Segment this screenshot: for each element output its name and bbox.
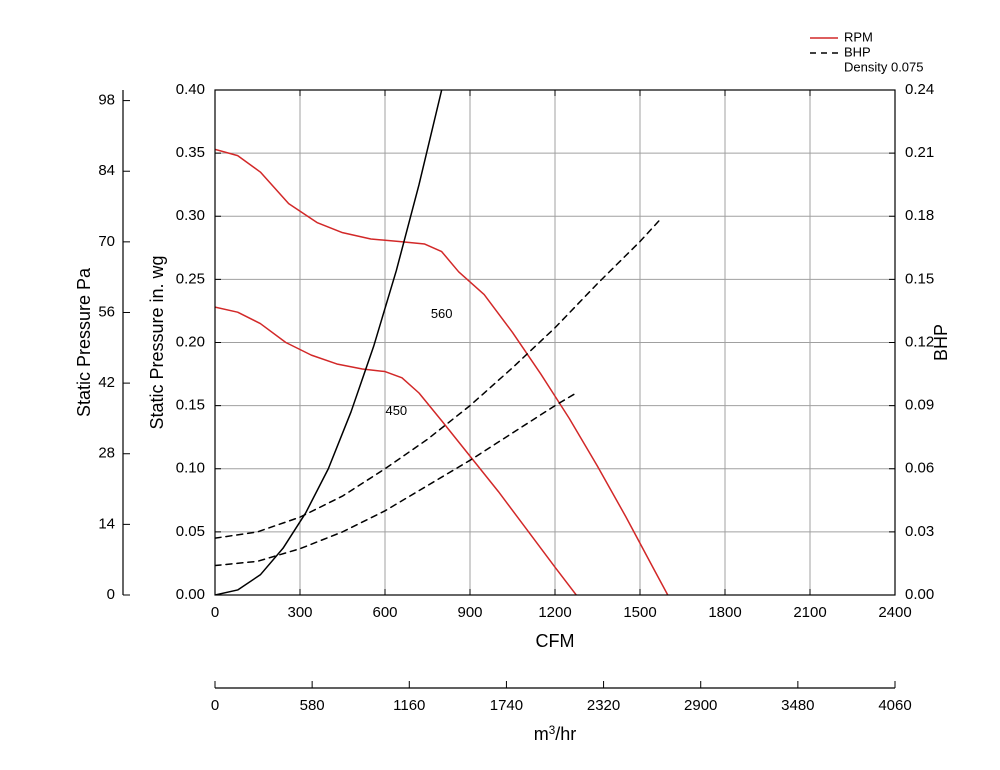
pa-title: Static Pressure Pa xyxy=(74,267,94,417)
m3hr-title: m3/hr xyxy=(534,724,577,745)
x-cfm-tick-label: 600 xyxy=(372,604,397,621)
x-cfm-tick-label: 1500 xyxy=(623,604,656,621)
y-bhp-tick-label: 0.21 xyxy=(905,144,934,161)
y-bhp-tick-label: 0.24 xyxy=(905,81,934,98)
m3hr-tick-label: 2320 xyxy=(587,697,620,714)
legend-label: RPM xyxy=(844,29,873,44)
y-inwg-tick-label: 0.20 xyxy=(176,333,205,350)
x-cfm-tick-label: 2100 xyxy=(793,604,826,621)
y-inwg-title: Static Pressure in. wg xyxy=(147,255,167,429)
m3hr-tick-label: 2900 xyxy=(684,697,717,714)
y-bhp-tick-label: 0.06 xyxy=(905,460,934,477)
pa-tick-label: 84 xyxy=(98,162,115,179)
y-bhp-tick-label: 0.03 xyxy=(905,523,934,540)
pa-tick-label: 70 xyxy=(98,233,115,250)
chart-stage: 560450030060090012001500180021002400CFM0… xyxy=(0,0,1000,770)
y-bhp-tick-label: 0.15 xyxy=(905,270,934,287)
y-bhp-tick-label: 0.00 xyxy=(905,586,934,603)
y-inwg-tick-label: 0.05 xyxy=(176,523,205,540)
y-inwg-tick-label: 0.40 xyxy=(176,81,205,98)
pa-tick-label: 0 xyxy=(107,586,115,603)
y-bhp-tick-label: 0.18 xyxy=(905,207,934,224)
y-inwg-tick-label: 0.30 xyxy=(176,207,205,224)
y-bhp-tick-label: 0.09 xyxy=(905,397,934,414)
y-inwg-tick-label: 0.35 xyxy=(176,144,205,161)
annotation-rpm-450: 450 xyxy=(385,403,407,418)
x-cfm-title: CFM xyxy=(536,631,575,651)
m3hr-tick-label: 3480 xyxy=(781,697,814,714)
pa-tick-label: 14 xyxy=(98,515,115,532)
x-cfm-tick-label: 0 xyxy=(211,604,219,621)
m3hr-tick-label: 0 xyxy=(211,697,219,714)
x-cfm-tick-label: 2400 xyxy=(878,604,911,621)
x-cfm-tick-label: 300 xyxy=(287,604,312,621)
pa-tick-label: 98 xyxy=(98,92,115,109)
annotation-rpm-560: 560 xyxy=(431,306,453,321)
y-inwg-tick-label: 0.15 xyxy=(176,397,205,414)
m3hr-tick-label: 4060 xyxy=(878,697,911,714)
legend: RPMBHPDensity 0.075 xyxy=(810,29,924,74)
m3hr-tick-label: 1740 xyxy=(490,697,523,714)
y-bhp-tick-label: 0.12 xyxy=(905,333,934,350)
m3hr-tick-label: 580 xyxy=(300,697,325,714)
legend-label: BHP xyxy=(844,44,871,59)
x-cfm-tick-label: 1200 xyxy=(538,604,571,621)
y-bhp-title: BHP xyxy=(931,324,951,361)
m3hr-tick-label: 1160 xyxy=(393,697,425,714)
y-inwg-tick-label: 0.10 xyxy=(176,460,205,477)
x-cfm-tick-label: 900 xyxy=(457,604,482,621)
pa-tick-label: 42 xyxy=(98,374,115,391)
y-inwg-tick-label: 0.25 xyxy=(176,270,205,287)
fan-curve-chart: 560450030060090012001500180021002400CFM0… xyxy=(0,0,1000,770)
x-cfm-tick-label: 1800 xyxy=(708,604,741,621)
pa-tick-label: 56 xyxy=(98,303,115,320)
legend-label: Density 0.075 xyxy=(844,59,924,74)
pa-tick-label: 28 xyxy=(98,445,115,462)
y-inwg-tick-label: 0.00 xyxy=(176,586,205,603)
